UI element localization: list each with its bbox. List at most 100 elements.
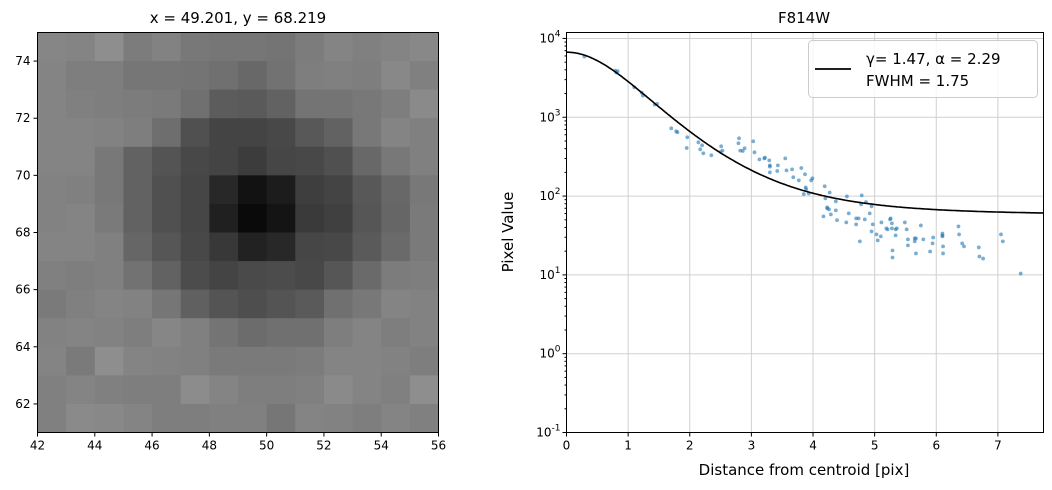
y-tick-label: 74 [15, 54, 30, 68]
heatmap-cell [66, 146, 96, 176]
heatmap-cell [409, 89, 439, 119]
heatmap-cell [295, 232, 325, 262]
heatmap-cell [94, 261, 124, 291]
heatmap-cell [152, 175, 182, 205]
heatmap-cell [323, 318, 354, 348]
heatmap-cell [266, 61, 296, 91]
scatter-point [698, 147, 703, 152]
scatter-point [918, 223, 923, 228]
heatmap-cell [152, 61, 182, 91]
heatmap-cell [409, 175, 439, 205]
heatmap-cell [381, 32, 411, 62]
scatter-point [977, 254, 982, 259]
heatmap-cell [266, 89, 296, 119]
y-tick-label: 70 [15, 168, 30, 182]
x-tick-label: 6 [932, 439, 940, 453]
heatmap-cell [266, 403, 296, 433]
heatmap-cell [66, 175, 96, 205]
x-tick-label: 42 [30, 439, 45, 453]
heatmap-cell [295, 289, 325, 319]
heatmap-cell [123, 32, 153, 62]
heatmap-cell [323, 403, 354, 433]
heatmap-cell [66, 232, 96, 262]
heatmap-cell [37, 175, 67, 205]
heatmap-cell [266, 375, 296, 405]
heatmap-cell [352, 403, 382, 433]
scatter-point [940, 234, 945, 239]
heatmap-cell [209, 89, 239, 119]
scatter-point [719, 144, 724, 149]
scatter-point [827, 190, 832, 195]
scatter-point [752, 150, 757, 155]
scatter-point [804, 187, 809, 192]
heatmap-cell [295, 175, 325, 205]
heatmap-cell [209, 146, 239, 176]
y-tick-label: 68 [15, 226, 30, 240]
heatmap-cell [209, 61, 239, 91]
y-tick-label: 72 [15, 111, 30, 125]
heatmap-cell [352, 118, 382, 148]
heatmap-cell [94, 318, 124, 348]
heatmap-cell [295, 346, 325, 376]
heatmap-cell [238, 118, 268, 148]
x-tick-label: 54 [374, 439, 389, 453]
heatmap-cell [123, 232, 153, 262]
left-title: x = 49.201, y = 68.219 [150, 9, 326, 27]
scatter-point [869, 204, 874, 209]
heatmap-cell [94, 32, 124, 62]
heatmap-cell [66, 346, 96, 376]
heatmap-cell [152, 89, 182, 119]
heatmap-cell [323, 346, 354, 376]
heatmap-cell [323, 289, 354, 319]
heatmap-cell [209, 118, 239, 148]
heatmap-cell [352, 232, 382, 262]
scatter-point [783, 156, 788, 161]
scatter-point [844, 220, 849, 225]
scatter-point [1000, 239, 1005, 244]
scatter-point [914, 236, 918, 241]
heatmap-cell [152, 32, 182, 62]
heatmap-cell [152, 146, 182, 176]
heatmap-cell [381, 61, 411, 91]
scatter-point [742, 146, 747, 151]
heatmap-cell [266, 261, 296, 291]
heatmap-cell [94, 289, 124, 319]
scatter-point [825, 206, 830, 211]
legend: γ= 1.47, α = 2.29 FWHM = 1.75 [808, 40, 1038, 98]
scatter-point [890, 255, 895, 260]
heatmap-cell [180, 61, 210, 91]
scatter-point [700, 143, 704, 148]
heatmap-cell [323, 89, 354, 119]
heatmap-cell [180, 289, 210, 319]
scatter-point [888, 216, 893, 221]
heatmap-cell [66, 289, 96, 319]
scatter-point [833, 199, 838, 204]
heatmap-cell [180, 146, 210, 176]
heatmap-cell [37, 32, 67, 62]
heatmap-cell [180, 32, 210, 62]
heatmap-cell [94, 375, 124, 405]
heatmap-cell [409, 318, 439, 348]
left-axes-frame [37, 32, 439, 433]
heatmap-cell [238, 175, 268, 205]
heatmap-cell [94, 175, 124, 205]
legend-entry-params: γ= 1.47, α = 2.29 [866, 50, 1001, 68]
scatter-point [740, 149, 745, 153]
heatmap-cell [180, 232, 210, 262]
heatmap-cell [409, 289, 439, 319]
scatter-point [902, 220, 907, 225]
right-title: F814W [778, 9, 830, 27]
y-tick-label: 100 [539, 345, 560, 361]
scatter-point [957, 232, 961, 237]
heatmap-cell [295, 261, 325, 291]
scatter-point [701, 151, 706, 156]
scatter-point [846, 211, 851, 216]
heatmap-cell [238, 32, 268, 62]
heatmap-cell [238, 375, 268, 405]
heatmap-cell [352, 289, 382, 319]
scatter-point [775, 163, 780, 168]
heatmap-cell [209, 318, 239, 348]
scatter-point [941, 244, 945, 249]
heatmap-cell [209, 289, 239, 319]
heatmap-cell [209, 203, 239, 233]
